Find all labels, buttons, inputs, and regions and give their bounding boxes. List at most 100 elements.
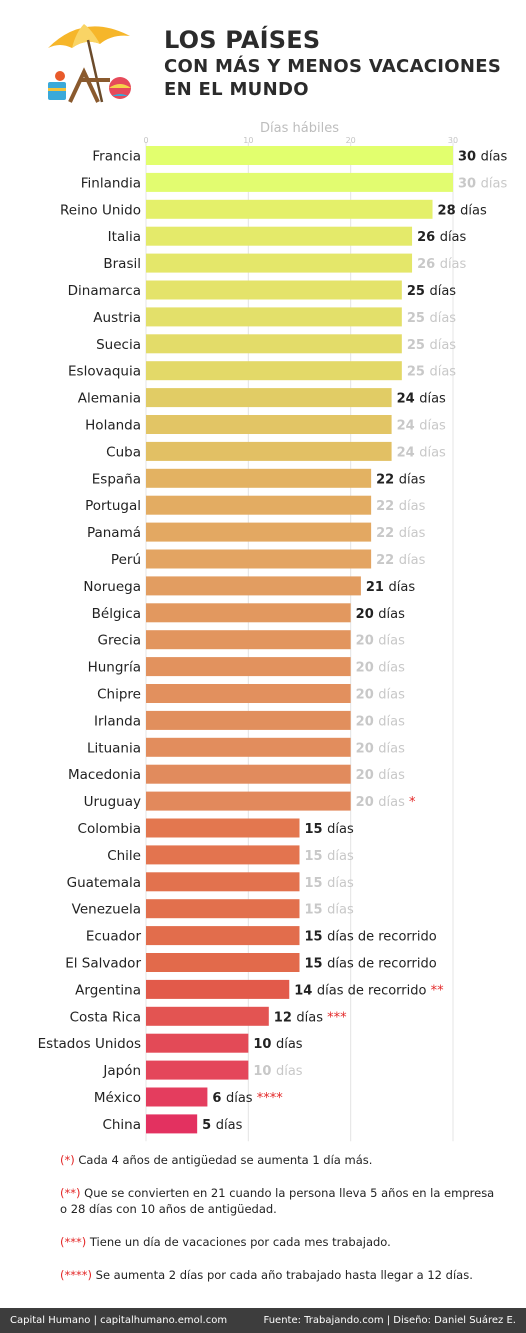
data-label: 30 días	[458, 176, 507, 191]
bar	[146, 764, 351, 784]
data-label: 20 días *	[356, 795, 416, 810]
data-label: 22 días	[376, 472, 425, 487]
footnote-2: (**) Que se convierten en 21 cuando la p…	[60, 1185, 500, 1217]
category-label: Perú	[111, 552, 141, 568]
category-label: Irlanda	[94, 713, 141, 729]
category-label: Brasil	[103, 256, 141, 272]
bar	[146, 630, 351, 650]
x-tick-label: 10	[243, 136, 253, 145]
category-label: Dinamarca	[68, 283, 141, 299]
category-label: Chipre	[97, 687, 141, 703]
data-label: 20 días	[356, 741, 405, 756]
data-label: 25 días	[407, 311, 456, 326]
bar	[146, 253, 413, 273]
bar	[146, 953, 300, 972]
category-label: Grecia	[98, 633, 141, 649]
bar	[146, 522, 372, 542]
data-label: 25 días	[407, 284, 456, 299]
data-label: 24 días	[397, 392, 446, 407]
vacation-bar-chart: Días hábiles 0 10 20 30 Francia 30 días Finland…	[38, 121, 507, 1142]
data-label: 24 días	[397, 419, 446, 434]
bar	[146, 684, 351, 703]
page-title: LOS PAÍSES	[164, 26, 321, 54]
category-label: México	[94, 1090, 141, 1106]
category-label: Venezuela	[72, 902, 141, 918]
data-label: 10 días	[253, 1037, 302, 1052]
footnote-3: (***) Tiene un día de vacaciones por cad…	[60, 1234, 500, 1250]
data-label: 22 días	[376, 499, 425, 514]
data-label: 22 días	[376, 526, 425, 541]
footnote-1: (*) Cada 4 años de antigüedad se aumenta…	[60, 1152, 500, 1168]
bar	[146, 899, 300, 919]
footnote-marker: (*)	[60, 1153, 75, 1167]
category-label: Estados Unidos	[38, 1036, 141, 1052]
bar	[146, 710, 351, 730]
data-label: 26 días	[417, 230, 466, 245]
data-label: 12 días ***	[274, 1010, 347, 1025]
category-label: Chile	[107, 848, 141, 864]
bar	[146, 1060, 249, 1080]
bar	[146, 307, 402, 327]
bar	[146, 926, 300, 946]
data-label: 6 días ****	[212, 1091, 283, 1106]
bar	[146, 226, 413, 246]
category-label: Finlandia	[81, 175, 141, 191]
data-label: 25 días	[407, 338, 456, 353]
data-label: 15 días	[305, 903, 354, 918]
category-label: Holanda	[85, 418, 141, 434]
category-label: Noruega	[83, 579, 141, 595]
data-label: 25 días	[407, 365, 456, 380]
footnote-4: (****) Se aumenta 2 días por cada año tr…	[60, 1267, 500, 1283]
footer-source: Fuente: Trabajando.com | Diseño: Daniel …	[263, 1315, 517, 1326]
page-subtitle-line1: CON MÁS Y MENOS VACACIONES	[164, 56, 502, 77]
category-label: Panamá	[87, 525, 141, 541]
data-label: 20 días	[356, 768, 405, 783]
footnote-text: Cada 4 años de antigüedad se aumenta 1 d…	[74, 1153, 373, 1167]
footnote-marker: (**)	[60, 1186, 81, 1200]
category-label: Japón	[102, 1063, 141, 1079]
data-label: 20 días	[356, 661, 405, 676]
category-label: Ecuador	[86, 929, 142, 945]
x-tick-label: 0	[143, 136, 148, 145]
x-tick-label: 30	[448, 136, 458, 145]
bar	[146, 172, 453, 192]
category-label: Guatemala	[67, 875, 141, 891]
bar	[146, 199, 433, 219]
data-label: 5 días	[202, 1118, 242, 1133]
footnote-text: Se aumenta 2 días por cada año trabajado…	[91, 1268, 473, 1282]
data-label: 20 días	[356, 634, 405, 649]
bar	[146, 415, 392, 434]
footnote-marker: (***)	[60, 1235, 87, 1249]
category-label: Macedonia	[68, 767, 141, 783]
bar	[146, 818, 300, 838]
bar	[146, 576, 361, 596]
category-label: Portugal	[85, 498, 141, 514]
bar	[146, 468, 372, 488]
data-label: 15 días	[305, 849, 354, 864]
bar	[146, 657, 351, 677]
category-label: España	[92, 471, 141, 487]
category-label: Francia	[92, 149, 141, 165]
data-label: 15 días de recorrido	[305, 930, 437, 945]
footnote-marker: (****)	[60, 1268, 92, 1282]
bar	[146, 388, 392, 408]
page-subtitle-line2: EN EL MUNDO	[164, 79, 309, 100]
bar	[146, 549, 372, 569]
data-label: 28 días	[438, 203, 487, 218]
beach-umbrella-icon	[48, 24, 131, 103]
footnotes: (*) Cada 4 años de antigüedad se aumenta…	[60, 1152, 500, 1300]
category-label: China	[102, 1117, 141, 1133]
footer-bar: Capital Humano | capitalhumano.emol.com …	[0, 1308, 526, 1333]
bar	[146, 979, 290, 999]
category-label: Hungría	[88, 660, 141, 676]
category-label: El Salvador	[65, 956, 141, 972]
bar	[146, 361, 402, 381]
header: LOS PAÍSES CON MÁS Y MENOS VACACIONES EN…	[0, 0, 526, 118]
bar	[146, 1087, 208, 1107]
bar	[146, 737, 351, 757]
category-label: Uruguay	[84, 794, 141, 810]
data-label: 14 días de recorrido **	[294, 983, 444, 998]
bar	[146, 845, 300, 865]
category-label: Argentina	[75, 982, 141, 998]
bar	[146, 1114, 198, 1134]
